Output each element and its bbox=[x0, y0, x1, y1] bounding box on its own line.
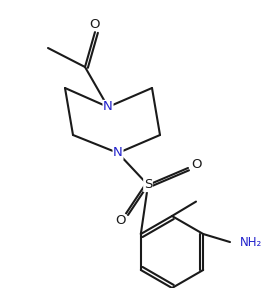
Text: N: N bbox=[113, 147, 123, 160]
Text: N: N bbox=[103, 101, 113, 113]
Text: O: O bbox=[191, 158, 201, 170]
Text: O: O bbox=[90, 18, 100, 31]
Text: O: O bbox=[115, 215, 125, 228]
Text: S: S bbox=[144, 179, 152, 192]
Text: NH₂: NH₂ bbox=[240, 236, 262, 249]
